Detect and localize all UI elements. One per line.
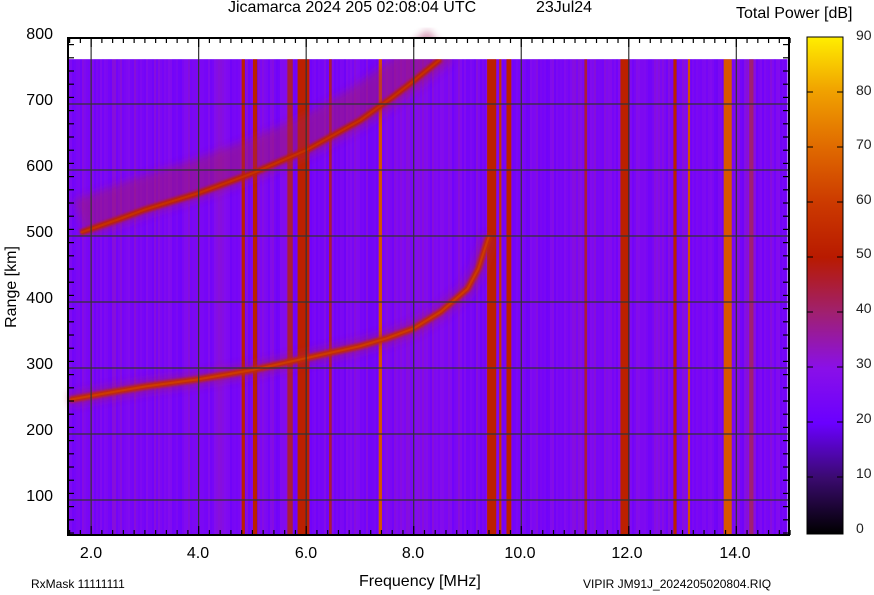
colorbar-tick-label: 0	[856, 520, 864, 536]
colorbar-tick-label: 60	[856, 191, 872, 207]
file-info-label: VIPIR JM91J_2024205020804.RIQ	[583, 577, 772, 591]
y-tick-label: 300	[26, 356, 53, 373]
x-tick-label: 4.0	[186, 545, 210, 562]
colorbar-tick-label: 50	[856, 245, 872, 261]
plot-grid	[68, 38, 789, 535]
y-tick-label: 100	[26, 488, 53, 505]
y-tick-label: 200	[26, 422, 53, 439]
colorbar-tick-label: 70	[856, 136, 872, 152]
colorbar-tick-label: 40	[856, 300, 872, 316]
colorbar-tick-label: 10	[856, 465, 872, 481]
x-tick-label: 8.0	[401, 545, 425, 562]
y-tick-label: 500	[26, 224, 53, 241]
plot-date: 23Jul24	[536, 0, 593, 16]
y-tick-label: 600	[26, 158, 53, 175]
x-tick-label: 14.0	[719, 545, 751, 562]
rxmask-label: RxMask 11111111	[31, 577, 125, 591]
plot-frame	[67, 37, 790, 536]
colorbar-tick-label: 30	[856, 355, 872, 371]
x-tick-label: 10.0	[504, 545, 536, 562]
y-tick-label: 400	[26, 290, 53, 307]
colorbar-title: Total Power [dB]	[736, 5, 853, 22]
colorbar-tick-label: 90	[856, 27, 872, 43]
x-tick-label: 6.0	[294, 545, 318, 562]
x-tick-label: 12.0	[611, 545, 643, 562]
x-axis-label: Frequency [MHz]	[359, 573, 481, 590]
colorbar	[806, 36, 844, 535]
colorbar-tick-label: 80	[856, 82, 872, 98]
plot-title: Jicamarca 2024 205 02:08:04 UTC	[228, 0, 477, 16]
y-tick-label: 700	[26, 92, 53, 109]
x-tick-label: 2.0	[79, 545, 103, 562]
axis-ticks	[68, 38, 791, 535]
heatmap-data-region	[68, 29, 789, 535]
colorbar-tick-label: 20	[856, 410, 872, 426]
y-tick-label: 800	[26, 26, 53, 43]
